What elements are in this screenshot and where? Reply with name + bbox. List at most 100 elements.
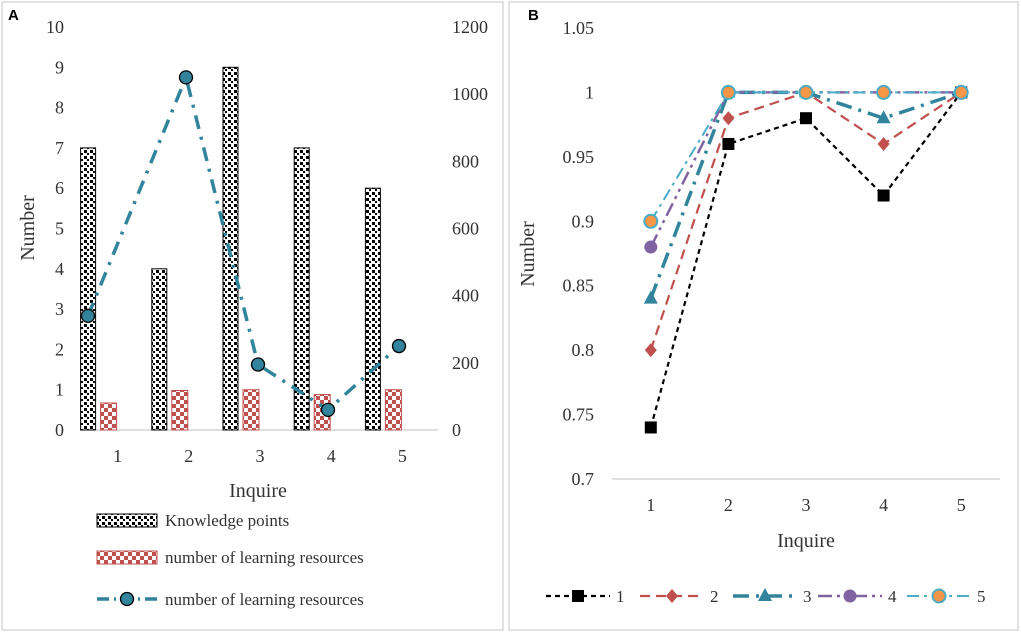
bar-learning-resources bbox=[171, 390, 189, 431]
legend-swatch-knowledge-points bbox=[96, 513, 158, 528]
panel-a-ytick-label: 6 bbox=[55, 178, 64, 198]
panel-a-left-axis: 0 1 2 3 4 5 6 7 8 9 10 bbox=[46, 17, 64, 440]
panel-a-ytick-label: 3 bbox=[55, 299, 64, 319]
legend-marker-series-4 bbox=[843, 589, 857, 603]
panel-b-x-axis: 1 2 3 4 5 bbox=[646, 495, 965, 515]
legend-label-learning-resources-bar: number of learning resources bbox=[165, 548, 364, 567]
point-series-5 bbox=[953, 84, 969, 100]
panel-a-y2tick-label: 400 bbox=[452, 286, 479, 306]
point-series-5 bbox=[876, 84, 892, 100]
bar-knowledge-points bbox=[364, 187, 381, 431]
point-series-1 bbox=[644, 421, 657, 434]
legend-label-series-4: 4 bbox=[888, 587, 897, 606]
panel-a-ylabel: Number bbox=[17, 195, 39, 261]
panel-a-ytick-label: 5 bbox=[55, 219, 64, 239]
panel-b-ytick-label: 0.85 bbox=[563, 276, 595, 296]
panel-b-xtick-label: 2 bbox=[724, 495, 733, 515]
legend-item-series-1: 1 bbox=[546, 587, 625, 606]
legend-marker-series-3 bbox=[758, 588, 772, 601]
panel-a-legend: Knowledge points number of learning reso… bbox=[96, 511, 364, 609]
panel-b-ytick-label: 0.8 bbox=[572, 340, 595, 360]
panel-b-xtick-label: 3 bbox=[802, 495, 811, 515]
legend-label-series-1: 1 bbox=[616, 587, 625, 606]
point-series-3 bbox=[876, 110, 891, 124]
point-learning-resources bbox=[80, 308, 96, 323]
point-series-5 bbox=[798, 84, 814, 100]
point-series-5 bbox=[643, 213, 659, 229]
point-series-1 bbox=[877, 189, 890, 202]
legend-item-series-2: 2 bbox=[640, 587, 719, 606]
panel-a-x-axis: 1 2 3 4 5 bbox=[113, 446, 407, 466]
panel-b-line-series bbox=[643, 84, 969, 434]
line-learning-resources bbox=[86, 71, 401, 413]
point-series-5 bbox=[720, 84, 736, 100]
bar-learning-resources bbox=[384, 389, 402, 431]
panel-a-xtick-label: 5 bbox=[398, 446, 407, 466]
panel-a-y2tick-label: 0 bbox=[452, 420, 461, 440]
legend-swatch-learning-resources-bar bbox=[96, 550, 158, 565]
bar-knowledge-points bbox=[80, 147, 97, 431]
panel-a-ytick-label: 9 bbox=[55, 57, 64, 77]
panel-b-ytick-label: 0.9 bbox=[572, 211, 595, 231]
legend-label-series-3: 3 bbox=[803, 587, 812, 606]
panel-b-xtick-label: 1 bbox=[646, 495, 655, 515]
point-series-2 bbox=[722, 111, 735, 126]
panel-a-y2tick-label: 800 bbox=[452, 151, 479, 171]
legend-label-series-5: 5 bbox=[977, 587, 986, 606]
panel-a-y2tick-label: 200 bbox=[452, 353, 479, 373]
panel-a-xtick-label: 3 bbox=[256, 446, 265, 466]
bar-learning-resources bbox=[100, 402, 118, 431]
panel-a-xlabel: Inquire bbox=[229, 480, 287, 502]
legend-item-knowledge-points: Knowledge points bbox=[96, 511, 289, 530]
panel-a-ytick-label: 4 bbox=[55, 259, 64, 279]
point-learning-resources bbox=[391, 338, 407, 354]
panel-b-label: B bbox=[528, 7, 539, 24]
legend-marker-series-2 bbox=[666, 589, 678, 603]
panel-a-ytick-label: 2 bbox=[55, 339, 64, 359]
panel-b-ytick-label: 1 bbox=[585, 82, 594, 102]
chart-panel-b: B 0.7 0.75 0.8 0.85 0.9 0.95 1 1.05 1 2 3 4 5 Numbe… bbox=[508, 1, 1019, 631]
panel-a-y2tick-label: 600 bbox=[452, 219, 479, 239]
panel-b-ytick-label: 0.75 bbox=[563, 405, 595, 425]
legend-marker-learning-resources-line bbox=[119, 591, 135, 607]
legend-label-knowledge-points: Knowledge points bbox=[165, 511, 289, 530]
chart-panel-a: A 0 1 2 3 4 5 6 7 8 9 10 0 200 400 600 800 1000 1200 1 2 3… bbox=[1, 1, 504, 631]
panel-a-y2tick-label: 1000 bbox=[452, 84, 488, 104]
legend-item-learning-resources-line: number of learning resources bbox=[97, 590, 364, 609]
series-5 bbox=[643, 84, 969, 229]
panel-b-ytick-label: 0.7 bbox=[572, 469, 595, 489]
panel-b-legend: 1 2 3 4 5 bbox=[546, 587, 986, 606]
point-learning-resources bbox=[320, 402, 336, 418]
legend-label-series-2: 2 bbox=[710, 587, 719, 606]
panel-a-xtick-label: 2 bbox=[184, 446, 193, 466]
panel-a-ytick-label: 8 bbox=[55, 98, 64, 118]
panel-a-ytick-label: 10 bbox=[46, 17, 64, 37]
point-series-1 bbox=[800, 112, 812, 125]
legend-item-learning-resources-bar: number of learning resources bbox=[96, 548, 364, 567]
legend-item-series-3: 3 bbox=[733, 587, 812, 606]
panel-a-ytick-label: 0 bbox=[55, 420, 64, 440]
panel-a-line-series bbox=[80, 70, 407, 418]
legend-item-series-4: 4 bbox=[818, 587, 897, 606]
panel-b-ytick-label: 1.05 bbox=[563, 18, 595, 38]
point-series-2 bbox=[877, 136, 890, 151]
legend-marker-series-1 bbox=[572, 590, 584, 602]
bar-knowledge-points bbox=[293, 147, 310, 431]
bar-learning-resources bbox=[242, 389, 260, 431]
panel-a-right-axis: 0 200 400 600 800 1000 1200 bbox=[452, 17, 488, 440]
legend-label-learning-resources-line: number of learning resources bbox=[165, 590, 364, 609]
panel-a-ytick-label: 7 bbox=[55, 138, 64, 158]
panel-a-ytick-label: 1 bbox=[55, 380, 64, 400]
panel-a-y2tick-label: 1200 bbox=[452, 17, 488, 37]
panel-a-xtick-label: 1 bbox=[113, 446, 122, 466]
panel-a-label: A bbox=[8, 7, 19, 24]
point-learning-resources bbox=[250, 357, 266, 372]
panel-b-ytick-label: 0.95 bbox=[563, 147, 595, 167]
legend-item-series-5: 5 bbox=[907, 587, 986, 606]
point-series-2 bbox=[644, 343, 657, 358]
point-learning-resources bbox=[178, 70, 194, 85]
point-series-4 bbox=[644, 240, 658, 254]
panel-b-y-axis: 0.7 0.75 0.8 0.85 0.9 0.95 1 1.05 bbox=[563, 18, 595, 489]
